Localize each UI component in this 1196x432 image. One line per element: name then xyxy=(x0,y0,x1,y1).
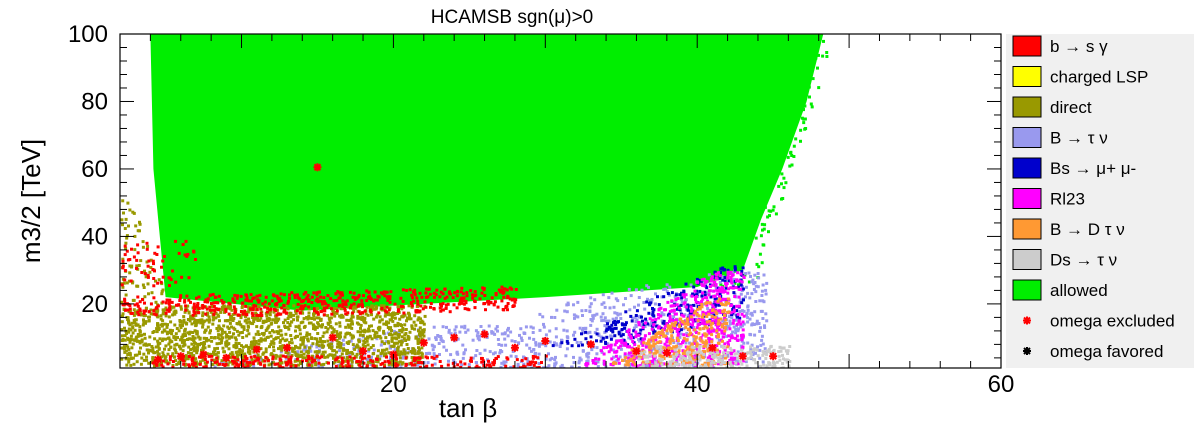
legend-item: B → τ ν xyxy=(1012,127,1108,148)
legend-swatch xyxy=(1012,188,1042,209)
y-tick-label: 60 xyxy=(81,156,108,183)
x-tick-label: 60 xyxy=(988,371,1015,398)
legend-label: omega favored xyxy=(1050,342,1163,361)
omega-excluded-point xyxy=(541,337,550,346)
omega-excluded-point xyxy=(632,347,641,356)
omega-excluded-point xyxy=(199,350,208,359)
series-allowed-region xyxy=(150,34,829,311)
chart-title: HCAMSB sgn(μ)>0 xyxy=(431,7,593,28)
legend-label: B → τ ν xyxy=(1050,129,1108,148)
legend-swatch xyxy=(1012,279,1042,301)
series-b-d- xyxy=(611,297,731,368)
omega-excluded-point xyxy=(176,352,185,361)
y-tick-label: 80 xyxy=(81,88,108,115)
legend: b → s γ charged LSP direct B → τ ν Bs → μ+ μ… xyxy=(1006,34,1194,368)
omega-excluded-point xyxy=(283,343,292,352)
series-b-s- xyxy=(121,285,518,317)
legend-swatch xyxy=(1012,249,1042,270)
legend-swatch xyxy=(1012,218,1042,240)
legend-label: charged LSP xyxy=(1050,68,1148,87)
series-b-s- xyxy=(120,239,197,288)
legend-item: Bs → μ+ μ- xyxy=(1012,157,1136,179)
axes: 20 40 60 20 40 60 80 100 xyxy=(68,21,1014,398)
legend-label: B → D τ ν xyxy=(1050,220,1125,239)
series-direct xyxy=(120,303,427,368)
omega-excluded-point xyxy=(450,333,459,342)
omega-excluded-point xyxy=(769,352,778,361)
omega-excluded-point xyxy=(222,353,231,362)
legend-item: Ds → τ ν xyxy=(1012,249,1117,270)
series-b-s- xyxy=(151,354,548,368)
omega-excluded-point xyxy=(586,340,595,349)
legend-swatch xyxy=(1012,157,1042,179)
legend-swatch xyxy=(1012,66,1042,87)
omega-excluded-point xyxy=(510,343,519,352)
legend-label: b → s γ xyxy=(1050,37,1108,56)
legend-label: direct xyxy=(1050,98,1092,117)
omega-excluded-point xyxy=(708,343,717,352)
omega-excluded-point xyxy=(480,330,489,339)
x-tick-label: 40 xyxy=(684,371,711,398)
legend-swatch xyxy=(1012,35,1042,57)
legend-marker xyxy=(1023,347,1031,355)
legend-item: Rl23 xyxy=(1012,188,1085,209)
legend-label: Bs → μ+ μ- xyxy=(1050,159,1136,178)
legend-marker xyxy=(1023,316,1031,325)
legend-label: allowed xyxy=(1050,281,1108,300)
legend-item: omega favored xyxy=(1023,342,1163,361)
legend-item: b → s γ xyxy=(1012,35,1108,57)
legend-item: charged LSP xyxy=(1012,66,1148,87)
omega-excluded-point xyxy=(662,348,671,357)
series-direct xyxy=(120,199,165,307)
legend-item: allowed xyxy=(1012,279,1108,301)
data-marks xyxy=(153,163,778,364)
omega-excluded-point xyxy=(738,352,747,361)
y-tick-label: 100 xyxy=(68,21,108,48)
legend-swatch xyxy=(1012,96,1042,118)
y-axis-label: m3/2 [TeV] xyxy=(16,139,46,263)
y-tick-label: 40 xyxy=(81,223,108,250)
y-tick-label: 20 xyxy=(81,291,108,318)
legend-label: Ds → τ ν xyxy=(1050,251,1117,270)
legend-swatch xyxy=(1012,127,1042,148)
plot-area xyxy=(120,34,829,368)
omega-excluded-point xyxy=(419,338,428,347)
x-tick-label: 20 xyxy=(380,371,407,398)
x-axis-label: tan β xyxy=(439,393,497,423)
legend-item: B → D τ ν xyxy=(1012,218,1125,240)
legend-item: omega excluded xyxy=(1023,312,1175,331)
omega-excluded-point xyxy=(328,333,337,342)
legend-label: omega excluded xyxy=(1050,312,1175,331)
omega-excluded-point xyxy=(252,345,261,354)
omega-excluded-point xyxy=(313,163,322,172)
omega-excluded-point xyxy=(359,347,368,356)
legend-item: direct xyxy=(1012,96,1092,118)
plot-frame xyxy=(119,33,1002,369)
legend-label: Rl23 xyxy=(1050,190,1085,209)
omega-excluded-point xyxy=(153,355,162,364)
